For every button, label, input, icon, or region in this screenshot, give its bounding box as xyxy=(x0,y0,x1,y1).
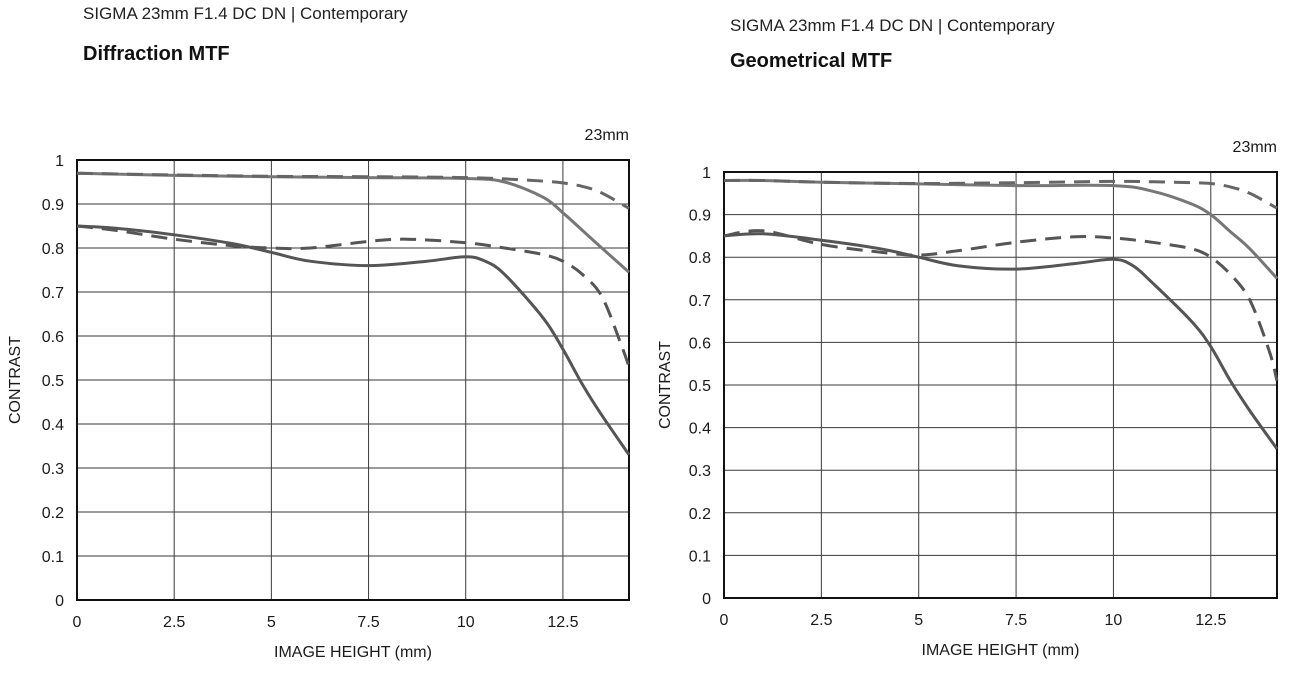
y-tick-label: 0.3 xyxy=(42,461,64,478)
x-tick-label: 12.5 xyxy=(547,614,578,631)
x-axis-label: IMAGE HEIGHT (mm) xyxy=(922,642,1080,659)
y-tick-label: 0.6 xyxy=(689,335,711,352)
x-tick-label: 12.5 xyxy=(1195,612,1226,629)
mtf-curve-solid-2 xyxy=(76,224,631,456)
x-tick-label: 7.5 xyxy=(1005,612,1027,629)
focal-length-label: 23mm xyxy=(1233,139,1277,156)
y-tick-label: 0.2 xyxy=(42,505,64,522)
y-tick-label: 0.4 xyxy=(689,421,711,438)
y-tick-label: 0.1 xyxy=(42,549,64,566)
mtf-curve-dashed-1 xyxy=(76,171,630,210)
focal-length-label: 23mm xyxy=(585,127,629,144)
diffraction-mtf-panel: SIGMA 23mm F1.4 DC DN | Contemporary Dif… xyxy=(7,4,631,661)
x-tick-label: 5 xyxy=(267,614,276,631)
y-tick-label: 1 xyxy=(702,165,711,182)
chart-subtitle: SIGMA 23mm F1.4 DC DN | Contemporary xyxy=(83,4,408,23)
chart-subtitle: SIGMA 23mm F1.4 DC DN | Contemporary xyxy=(730,16,1055,35)
y-tick-label: 0.6 xyxy=(42,329,64,346)
plot-frame xyxy=(723,171,1278,599)
mtf-curve-solid-2 xyxy=(723,232,1279,450)
y-axis-label: CONTRAST xyxy=(7,336,24,424)
y-tick-label: 0.5 xyxy=(689,378,711,395)
mtf-curve-dashed-1 xyxy=(723,178,1278,210)
x-tick-label: 5 xyxy=(914,612,923,629)
x-tick-label: 0 xyxy=(720,612,729,629)
y-tick-label: 0.3 xyxy=(689,463,711,480)
y-tick-label: 0.4 xyxy=(42,417,64,434)
y-tick-label: 0.9 xyxy=(689,208,711,225)
x-tick-label: 7.5 xyxy=(357,614,379,631)
x-tick-label: 2.5 xyxy=(810,612,832,629)
y-tick-label: 0.1 xyxy=(689,548,711,565)
y-tick-label: 0.7 xyxy=(689,293,711,310)
y-tick-label: 1 xyxy=(55,153,64,170)
mtf-curve-solid-0 xyxy=(723,178,1279,280)
y-axis-label: CONTRAST xyxy=(657,341,674,429)
mtf-curve-dashed-3 xyxy=(76,224,631,368)
mtf-curve-dashed-3 xyxy=(723,229,1279,382)
y-tick-label: 0 xyxy=(55,593,64,610)
chart-title: Geometrical MTF xyxy=(730,50,893,72)
x-tick-label: 0 xyxy=(73,614,82,631)
y-tick-label: 0.5 xyxy=(42,373,64,390)
y-tick-label: 0.8 xyxy=(689,250,711,267)
diffraction-mtf-chart: 00.10.20.30.40.50.60.70.80.910 2.5 5 7.5 10 1… xyxy=(7,127,631,661)
y-tick-label: 0.8 xyxy=(42,241,64,258)
x-tick-label: 2.5 xyxy=(163,614,185,631)
chart-title: Diffraction MTF xyxy=(83,43,230,65)
x-tick-label: 10 xyxy=(1105,612,1123,629)
mtf-curve-solid-0 xyxy=(76,171,630,274)
y-tick-label: 0.2 xyxy=(689,506,711,523)
plot-frame xyxy=(76,159,630,601)
y-tick-label: 0.9 xyxy=(42,197,64,214)
y-tick-label: 0.7 xyxy=(42,285,64,302)
geometrical-mtf-chart: 00.10.20.30.40.50.60.70.80.910 2.5 5 7.5 10 1… xyxy=(657,139,1279,659)
x-tick-label: 10 xyxy=(457,614,475,631)
x-axis-label: IMAGE HEIGHT (mm) xyxy=(274,644,432,661)
geometrical-mtf-panel: SIGMA 23mm F1.4 DC DN | Contemporary Geo… xyxy=(650,0,1300,692)
y-tick-label: 0 xyxy=(702,591,711,608)
